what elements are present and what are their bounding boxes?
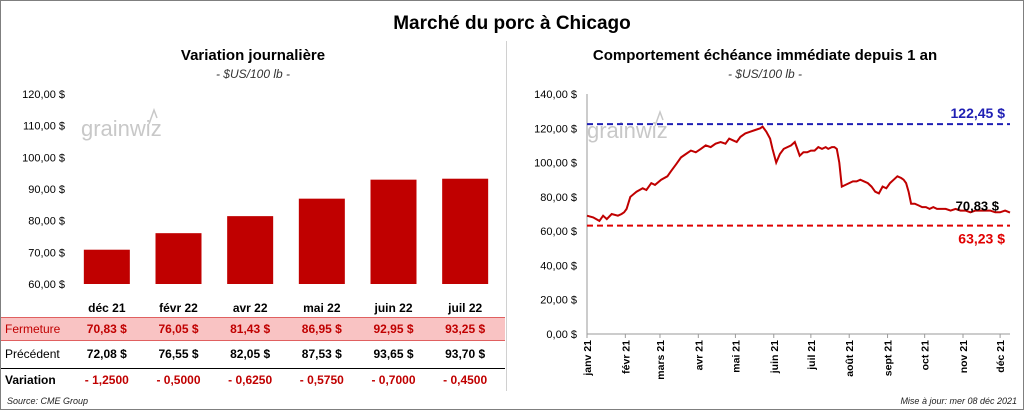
bar	[83, 249, 130, 284]
table-cell: 76,55 $	[158, 347, 199, 361]
y-tick-label: 100,00 $	[534, 158, 577, 170]
x-tick-label: juil 22	[447, 301, 482, 315]
row-label-precedent: Précédent	[5, 347, 60, 361]
y-tick-label: 20,00 $	[540, 295, 577, 307]
y-tick-label: 60,00 $	[28, 279, 65, 291]
y-tick-label: 70,00 $	[28, 247, 65, 259]
y-tick-label: 60,00 $	[540, 226, 577, 238]
watermark-mark	[148, 107, 158, 125]
row-precedent: Précédent 72,08 $ 76,55 $ 82,05 $ 87,53 $ 93…	[1, 343, 505, 365]
y-tick-label: 120,00 $	[534, 123, 577, 135]
table-cell: 81,43 $	[230, 322, 271, 336]
watermark-mark	[654, 109, 664, 127]
right-chart-title: Comportement échéance immédiate depuis 1…	[592, 47, 938, 64]
x-tick-label: avr 22	[233, 301, 268, 315]
table-cell: 92,95 $	[373, 322, 414, 336]
x-tick-label: déc 21	[88, 301, 126, 315]
right-chart-subtitle: - $US/100 lb -	[727, 67, 803, 81]
table-cell: - 1,2500	[84, 373, 129, 387]
left-chart-subtitle: - $US/100 lb -	[215, 67, 291, 81]
panel-divider	[506, 41, 507, 391]
table-cell: 82,05 $	[230, 347, 271, 361]
bar	[298, 198, 345, 284]
table-cell: - 0,6250	[228, 373, 273, 387]
table-cell: 93,70 $	[445, 347, 486, 361]
table-cell: 70,83 $	[86, 322, 127, 336]
y-tick-label: 100,00 $	[22, 152, 65, 164]
line-chart: 0,00 $ 20,00 $ 40,00 $ 60,00 $ 80,00 $ 100,00…	[534, 89, 1011, 380]
y-tick-label: 90,00 $	[28, 184, 65, 196]
row-label-fermeture: Fermeture	[5, 322, 61, 336]
x-tick-label: sept 21	[883, 340, 895, 376]
reference-label: 122,45 $	[951, 105, 1006, 121]
bar-chart: 60,00 $ 70,00 $ 80,00 $ 90,00 $ 100,00 $ 110,…	[22, 89, 489, 315]
x-tick-label: juin 21	[769, 340, 781, 374]
last-value-label: 70,83 $	[956, 199, 1000, 214]
x-tick-label: févr 22	[159, 301, 198, 315]
table-cell: 72,08 $	[86, 347, 127, 361]
x-tick-label: nov 21	[958, 340, 970, 373]
table-cell: - 0,5750	[299, 373, 344, 387]
x-tick-label: mai 22	[303, 301, 341, 315]
x-tick-label: déc 21	[995, 340, 1007, 373]
x-tick-label: févr 21	[620, 340, 632, 374]
page-title: Marché du porc à Chicago	[393, 13, 631, 34]
series-line	[586, 125, 1011, 223]
bar	[442, 178, 489, 284]
bar	[227, 216, 274, 284]
reference-label: 63,23 $	[958, 231, 1005, 247]
x-tick-label: janv 21	[582, 340, 594, 377]
table-cell: 93,25 $	[445, 322, 486, 336]
row-label-variation: Variation	[5, 373, 56, 387]
x-tick-label: juil 21	[806, 340, 818, 371]
table-cell: 76,05 $	[158, 322, 199, 336]
x-tick-label: juin 22	[373, 301, 412, 315]
table-cell: 87,53 $	[301, 347, 342, 361]
y-tick-label: 120,00 $	[22, 89, 65, 101]
footer-source: Source: CME Group	[7, 396, 89, 406]
y-tick-label: 140,00 $	[534, 89, 577, 101]
left-chart-title: Variation journalière	[180, 47, 326, 64]
watermark-logo: grainwiz	[81, 116, 162, 141]
table-cell: - 0,5000	[156, 373, 201, 387]
table-cell: 93,65 $	[373, 347, 414, 361]
table-cell: 86,95 $	[301, 322, 342, 336]
x-tick-label: août 21	[844, 340, 856, 377]
table-cell: - 0,4500	[443, 373, 488, 387]
bar	[155, 233, 202, 284]
x-tick-label: oct 21	[920, 340, 932, 371]
y-tick-label: 80,00 $	[28, 216, 65, 228]
x-tick-label: mars 21	[655, 340, 667, 380]
y-tick-label: 0,00 $	[546, 329, 577, 341]
y-tick-label: 110,00 $	[23, 121, 65, 133]
bar	[370, 179, 417, 284]
y-tick-label: 80,00 $	[540, 192, 577, 204]
watermark-logo: grainwiz	[587, 118, 668, 143]
row-fermeture: Fermeture 70,83 $ 76,05 $ 81,43 $ 86,95 $ 92…	[1, 317, 505, 341]
footer-updated: Mise à jour: mer 08 déc 2021	[900, 396, 1017, 406]
table-cell: - 0,7000	[371, 373, 416, 387]
x-tick-label: avr 21	[693, 340, 705, 371]
x-tick-label: mai 21	[730, 340, 742, 373]
row-variation: Variation - 1,2500 - 0,5000 - 0,6250 - 0,57…	[1, 368, 505, 391]
y-tick-label: 40,00 $	[540, 260, 577, 272]
